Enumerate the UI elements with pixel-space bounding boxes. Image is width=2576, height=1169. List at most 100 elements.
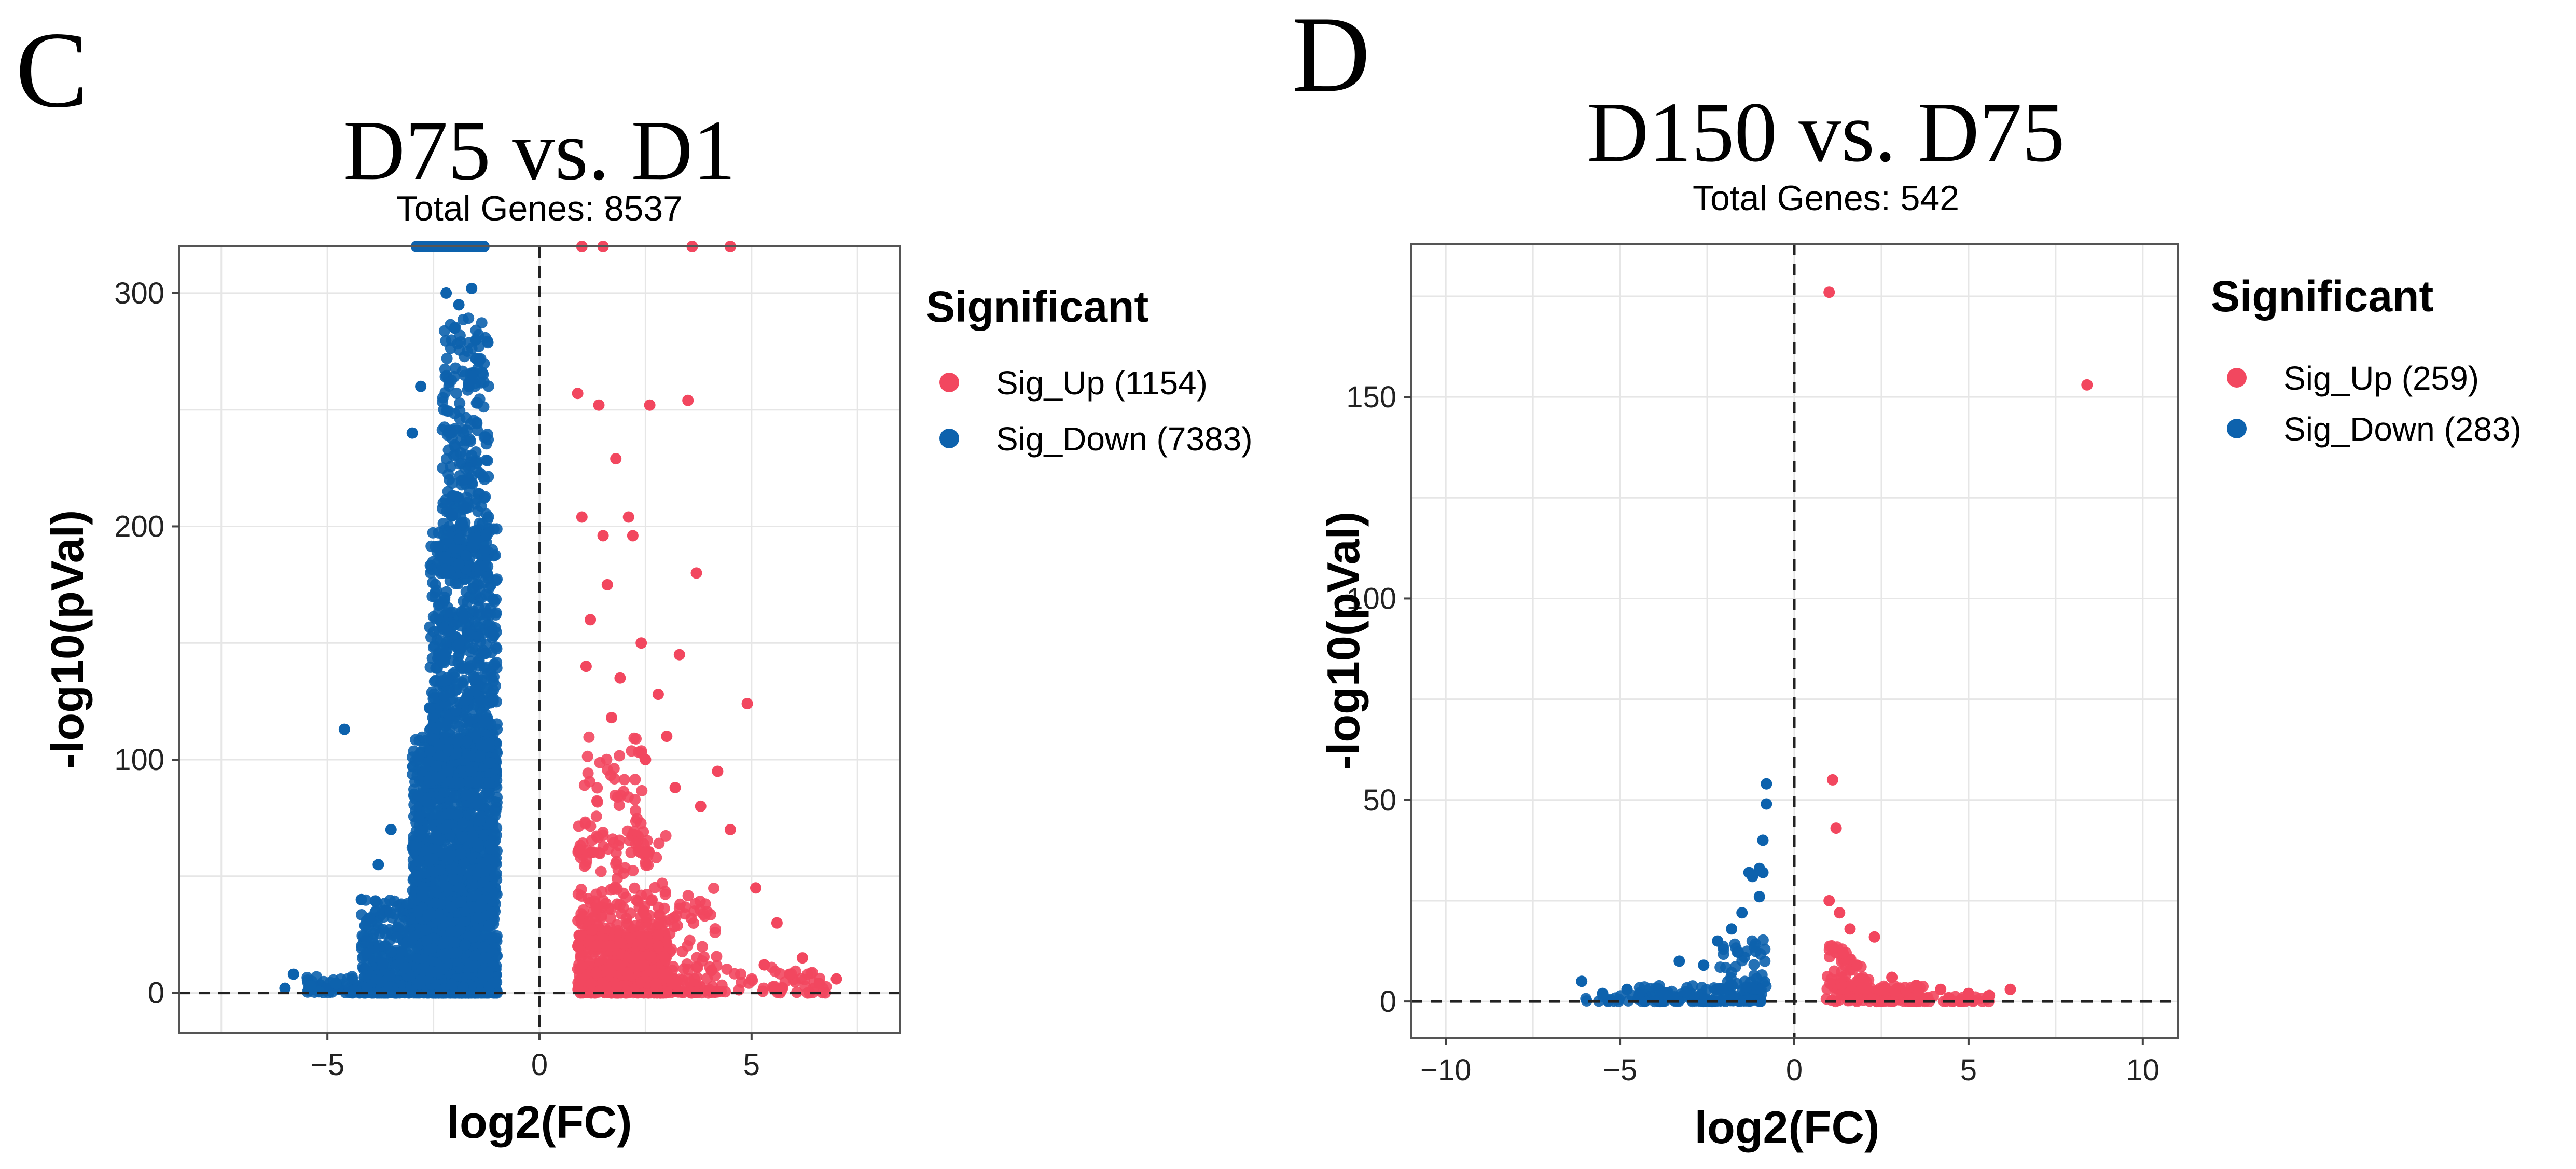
data-point	[420, 924, 432, 936]
data-point	[611, 981, 622, 992]
data-point	[470, 837, 481, 848]
data-point	[455, 447, 466, 459]
x-axis-label: log2(FC)	[447, 1096, 632, 1148]
data-point	[572, 388, 584, 399]
data-point	[674, 973, 685, 985]
data-point	[489, 804, 501, 815]
data-point	[440, 647, 452, 658]
data-point	[572, 941, 584, 952]
data-point	[703, 985, 714, 997]
data-point	[479, 545, 491, 556]
data-point	[476, 739, 487, 751]
data-point	[661, 731, 672, 742]
data-point	[591, 903, 603, 914]
data-point	[613, 959, 625, 971]
y-axis-label: -log10(pVal)	[41, 510, 93, 769]
data-point	[614, 937, 626, 948]
data-point	[411, 826, 422, 837]
data-point	[586, 924, 598, 936]
data-point	[479, 829, 490, 841]
data-point	[457, 832, 468, 843]
data-point	[424, 775, 435, 787]
data-point	[384, 907, 396, 918]
data-point	[442, 405, 454, 417]
data-point	[412, 790, 423, 801]
data-point	[705, 909, 716, 920]
y-tick-label: 300	[114, 277, 164, 310]
data-point	[480, 952, 491, 964]
legend-label-sig-down: Sig_Down (7383)	[996, 420, 1253, 458]
data-point	[445, 901, 456, 913]
data-point	[627, 530, 639, 541]
data-point	[466, 961, 478, 973]
data-point	[427, 853, 439, 864]
data-point	[391, 931, 403, 943]
data-point	[439, 325, 450, 337]
data-point	[288, 969, 299, 980]
data-point	[477, 645, 489, 656]
data-point	[457, 818, 468, 829]
data-point	[491, 868, 502, 879]
data-point	[449, 620, 460, 631]
data-point	[430, 966, 441, 978]
data-point	[716, 980, 728, 991]
chart-title: D150 vs. D75	[1587, 85, 2065, 180]
data-point	[453, 299, 465, 310]
data-point	[385, 824, 397, 835]
data-point	[449, 322, 461, 334]
data-point	[586, 978, 597, 989]
data-point	[431, 585, 442, 596]
data-point	[682, 395, 694, 406]
data-point	[421, 934, 433, 945]
data-point	[483, 777, 495, 789]
data-point	[447, 511, 458, 522]
data-point	[474, 815, 485, 826]
data-point	[674, 649, 685, 661]
data-point	[653, 838, 664, 849]
data-point	[479, 716, 490, 727]
data-point	[485, 580, 496, 591]
data-point	[450, 705, 462, 717]
data-point	[458, 596, 469, 607]
data-point	[453, 558, 464, 570]
y-tick-label: 200	[114, 510, 164, 543]
data-point	[464, 776, 475, 788]
data-point	[626, 745, 637, 757]
data-point	[463, 378, 474, 389]
data-point	[619, 774, 630, 786]
data-point	[434, 864, 445, 876]
data-point	[656, 917, 667, 928]
data-point	[584, 776, 595, 787]
data-point	[645, 965, 657, 977]
data-point	[697, 941, 708, 953]
data-point	[668, 912, 680, 924]
data-point	[408, 810, 420, 822]
x-tick-label: 0	[531, 1048, 548, 1082]
data-point	[625, 907, 636, 919]
data-point	[459, 696, 470, 707]
data-point	[758, 959, 770, 971]
data-point	[426, 832, 437, 844]
data-point	[771, 917, 783, 929]
data-point	[623, 512, 634, 523]
data-point	[591, 795, 603, 807]
data-point	[427, 527, 439, 539]
data-point	[384, 971, 395, 982]
data-point	[473, 601, 484, 613]
data-point	[489, 658, 500, 670]
data-point	[579, 860, 590, 872]
data-point	[407, 428, 418, 439]
legend-label-sig-up: Sig_Up (1154)	[996, 364, 1208, 402]
data-point	[370, 895, 381, 906]
data-point	[627, 953, 638, 964]
data-point	[632, 896, 644, 907]
data-point	[468, 415, 479, 426]
data-point	[683, 890, 694, 901]
data-point	[416, 890, 427, 902]
data-point	[591, 810, 602, 822]
data-point	[602, 579, 613, 590]
data-point	[711, 951, 722, 962]
data-point	[484, 619, 496, 630]
data-point	[339, 724, 350, 735]
data-point	[644, 400, 656, 411]
